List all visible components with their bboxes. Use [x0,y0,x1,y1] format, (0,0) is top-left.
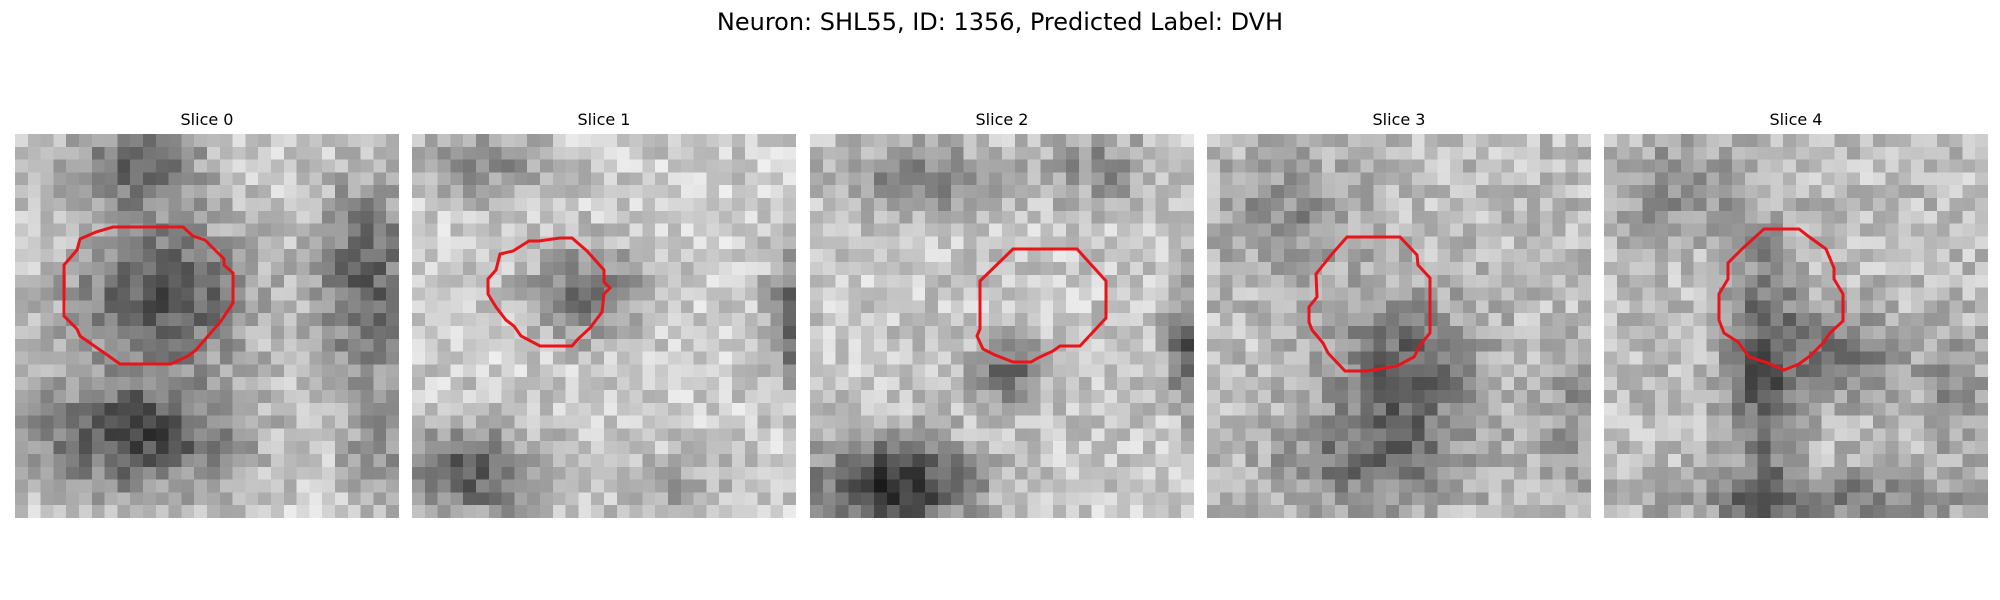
roi-contour [1604,134,1988,518]
contour-line [1309,237,1430,371]
roi-contour [1207,134,1591,518]
slice-title: Slice 0 [15,110,399,129]
slice-image [810,134,1194,518]
figure-title: Neuron: SHL55, ID: 1356, Predicted Label… [0,8,2000,36]
roi-contour [810,134,1194,518]
contour-line [488,238,610,346]
roi-contour [15,134,399,518]
slice-image [1604,134,1988,518]
slice-image [1207,134,1591,518]
slice-image [15,134,399,518]
contour-line [977,249,1106,362]
slice-title: Slice 3 [1207,110,1591,129]
slice-title: Slice 1 [412,110,796,129]
roi-contour [412,134,796,518]
slice-title: Slice 4 [1604,110,1988,129]
contour-line [64,227,233,364]
slice-image [412,134,796,518]
contour-line [1719,229,1843,370]
slice-title: Slice 2 [810,110,1194,129]
